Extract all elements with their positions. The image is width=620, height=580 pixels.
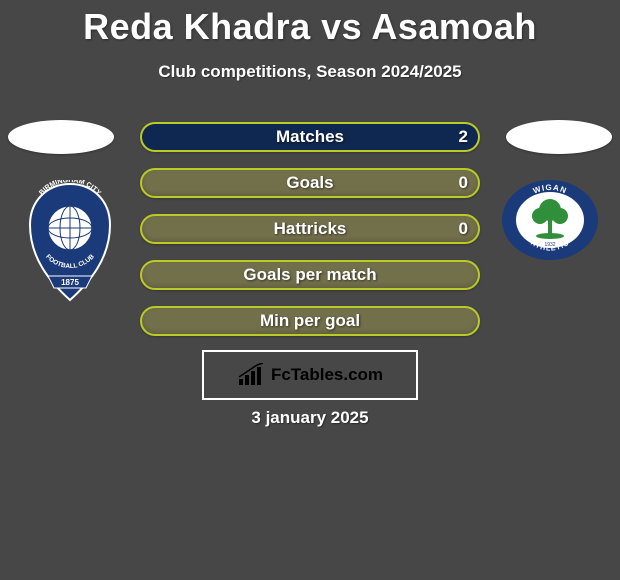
stat-bar-right-value: 0 <box>459 173 468 193</box>
subtitle: Club competitions, Season 2024/2025 <box>0 62 620 82</box>
left-club-crest: BIRMINGHAM CITY FOOTBALL CLUB 1875 <box>20 180 120 310</box>
stat-bar-label: Min per goal <box>260 311 360 331</box>
left-player-photo-ellipse <box>8 120 114 154</box>
stat-bar-label: Goals <box>286 173 333 193</box>
stat-bar-goals: Goals 0 <box>140 168 480 198</box>
stat-bar-label: Matches <box>276 127 344 147</box>
stat-bar-label: Hattricks <box>274 219 347 239</box>
stat-bar-right-value: 2 <box>459 127 468 147</box>
left-crest-year: 1875 <box>61 278 79 287</box>
right-club-crest: WIGAN ATHLETIC 1932 <box>500 178 600 262</box>
watermark-text: FcTables.com <box>271 365 383 385</box>
stat-bars: Matches 2 Goals 0 Hattricks 0 Goals per match M… <box>140 122 480 352</box>
page-title: Reda Khadra vs Asamoah <box>0 0 620 48</box>
stat-bar-hattricks: Hattricks 0 <box>140 214 480 244</box>
stat-bar-matches: Matches 2 <box>140 122 480 152</box>
watermark-box: FcTables.com <box>202 350 418 400</box>
right-crest-year: 1932 <box>544 242 555 248</box>
stat-bar-goals_per_match: Goals per match <box>140 260 480 290</box>
right-player-photo-ellipse <box>506 120 612 154</box>
date-label: 3 january 2025 <box>251 408 368 428</box>
stat-bar-label: Goals per match <box>243 265 376 285</box>
stat-bar-right-value: 0 <box>459 219 468 239</box>
fctables-logo-icon <box>237 363 265 387</box>
stat-bar-min_per_goal: Min per goal <box>140 306 480 336</box>
